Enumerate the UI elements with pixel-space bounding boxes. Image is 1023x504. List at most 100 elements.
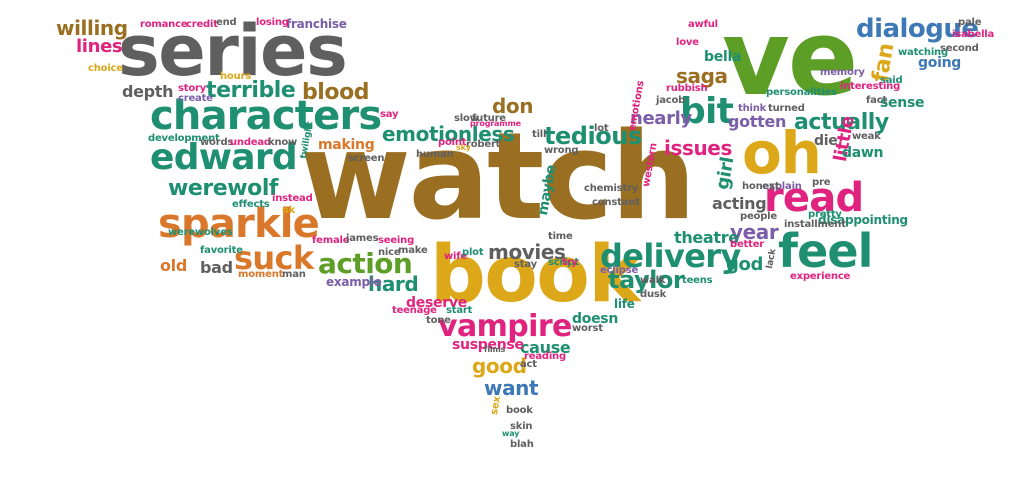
cloud-word: start [446, 305, 473, 316]
cloud-word: watching [898, 47, 948, 58]
cloud-word: god [726, 254, 764, 275]
cloud-word: girl [712, 155, 739, 192]
cloud-word: suck [234, 239, 314, 277]
cloud-word: script [548, 257, 579, 268]
cloud-word: movies [488, 240, 566, 264]
cloud-word: explain [762, 181, 802, 192]
cloud-word: create [178, 93, 213, 104]
cloud-word: said [880, 75, 903, 86]
cloud-word: way [502, 429, 520, 438]
cloud-word: werewolves [168, 227, 233, 238]
cloud-word: oh [742, 119, 822, 187]
cloud-word: know [268, 137, 298, 148]
cloud-word: experience [790, 271, 851, 282]
cloud-word: weak [852, 131, 881, 142]
cloud-word: choice [88, 63, 123, 74]
cloud-word: try [562, 257, 578, 268]
cloud-word: wife [444, 251, 467, 262]
cloud-word: development [148, 133, 220, 144]
cloud-word: gotten [728, 112, 787, 131]
cloud-word: deserve [406, 295, 467, 311]
cloud-word: lines [76, 36, 123, 57]
cloud-word: make [398, 245, 428, 256]
cloud-word: terrible [206, 78, 296, 103]
cloud-word: favorite [200, 245, 243, 256]
cloud-word: read [764, 175, 864, 221]
cloud-word: nearly [630, 108, 692, 129]
cloud-word: hours [220, 71, 251, 82]
cloud-word: doesn [572, 311, 619, 327]
cloud-word: good [472, 354, 527, 378]
cloud-word: wrong [544, 145, 579, 156]
cloud-word: going [918, 55, 962, 71]
cloud-word: act [520, 359, 537, 370]
cloud-word: story [178, 83, 207, 94]
cloud-word: reading [524, 351, 566, 362]
cloud-word: installment [784, 219, 846, 230]
cloud-word: delivery [600, 237, 741, 275]
cloud-word: example [326, 275, 382, 289]
cloud-word: depth [122, 82, 174, 101]
cloud-word: tedious [544, 122, 642, 150]
cloud-word: saga [676, 64, 728, 88]
cloud-word: life [614, 297, 635, 311]
cloud-word: sex [489, 395, 504, 416]
cloud-word: theatre [674, 228, 739, 247]
cloud-word: suspense [452, 337, 524, 353]
cloud-word: eclipse [600, 265, 639, 276]
cloud-word: making [318, 137, 375, 153]
cloud-word: nice [378, 247, 401, 258]
cloud-word: till [532, 129, 547, 140]
cloud-word: words [200, 137, 234, 148]
cloud-word: end [216, 17, 237, 28]
cloud-word: losing [256, 17, 289, 28]
cloud-word: seeing [378, 235, 415, 246]
cloud-word: dusk [640, 289, 667, 300]
cloud-word: lack [765, 248, 779, 270]
cloud-word: sense [880, 95, 925, 111]
cloud-word: lot [594, 123, 609, 134]
cloud-word: worst [572, 323, 603, 334]
cloud-word: sparkle [158, 201, 320, 247]
cloud-word: films [484, 345, 506, 354]
cloud-word: isabella [952, 29, 995, 40]
cloud-word: love [676, 37, 699, 48]
cloud-word: credit [186, 19, 218, 30]
cloud-word: slow [454, 113, 479, 124]
cloud-word: screen [348, 153, 385, 164]
cloud-word: edward [150, 137, 298, 178]
cloud-word: programme [470, 119, 521, 128]
cloud-word: acting [712, 194, 767, 213]
cloud-word: pre [812, 177, 831, 188]
cloud-word: jacob [656, 95, 686, 106]
cloud-word: feel [778, 224, 873, 278]
cloud-word: interesting [840, 81, 901, 92]
cloud-word: dawn [842, 145, 884, 161]
cloud-word: think [738, 103, 767, 114]
cloud-word: bad [200, 258, 233, 277]
cloud-word: actually [794, 110, 889, 135]
cloud-word: honest [742, 181, 780, 192]
cloud-word: pale [958, 17, 982, 28]
cloud-word: watch [300, 108, 696, 247]
cloud-word: chemistry [584, 183, 639, 194]
cloud-word: better [730, 239, 765, 250]
cloud-word: walk [640, 275, 666, 286]
cloud-word: plot [462, 247, 484, 258]
cloud-word: bella [704, 49, 742, 65]
cloud-word: female [312, 235, 350, 246]
cloud-word: blood [302, 80, 370, 105]
cloud-word: constant [592, 197, 640, 208]
cloud-word: action [318, 247, 413, 280]
cloud-word: rubbish [666, 83, 708, 94]
cloud-word: year [730, 220, 779, 244]
cloud-word: old [160, 256, 187, 275]
cloud-word: sky [456, 143, 471, 152]
cloud-word: ve [722, 0, 858, 119]
cloud-word: franchise [286, 17, 347, 31]
cloud-word: moment [238, 269, 284, 280]
cloud-word: blah [510, 439, 534, 450]
cloud-word: future [472, 113, 506, 124]
cloud-word: characters [150, 93, 382, 139]
